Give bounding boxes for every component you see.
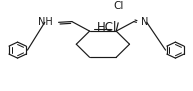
Text: NH: NH bbox=[38, 17, 53, 27]
Text: HCl: HCl bbox=[97, 21, 117, 34]
Text: N: N bbox=[141, 17, 149, 27]
Text: Cl: Cl bbox=[113, 1, 123, 11]
